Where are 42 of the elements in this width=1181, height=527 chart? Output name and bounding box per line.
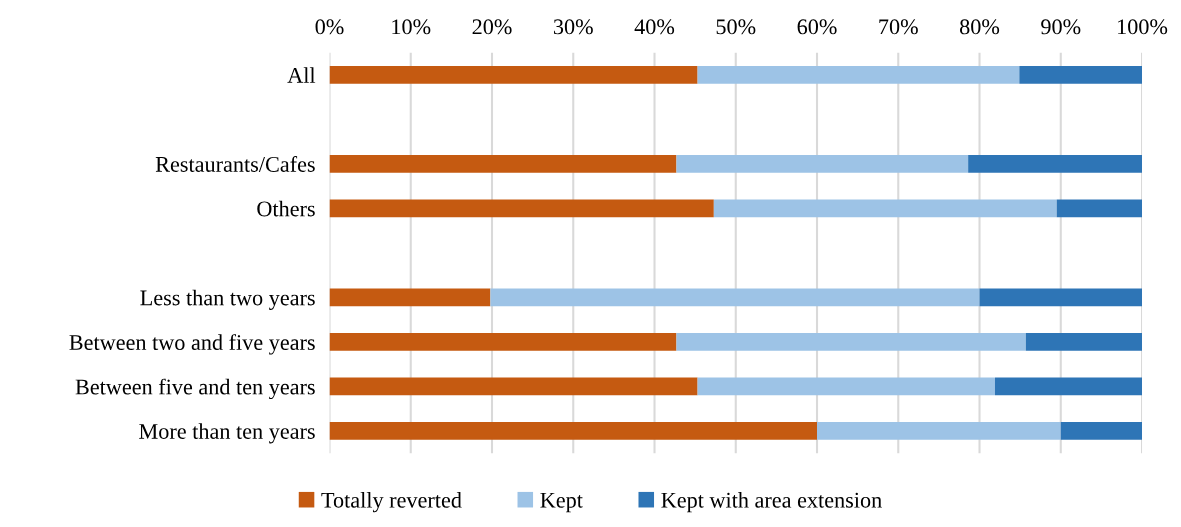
legend-label: Kept — [540, 492, 583, 513]
y-tick-label: More than ten years — [139, 423, 315, 444]
bar — [697, 377, 995, 396]
legend-label: Kept with area extension — [661, 492, 882, 513]
x-tick-label: 30% — [553, 19, 593, 35]
x-tick-label: 80% — [960, 19, 1000, 35]
bar — [968, 155, 1143, 173]
x-tick-label: 90% — [1041, 19, 1081, 35]
y-tick-label: Others — [257, 200, 315, 217]
x-tick-label: 50% — [716, 19, 756, 35]
x-tick-label: 100% — [1118, 19, 1168, 35]
bar — [1060, 422, 1143, 440]
bar — [1025, 333, 1143, 351]
bar — [1056, 199, 1143, 218]
y-tick-label: All — [287, 67, 316, 83]
x-tick-label: 0% — [315, 19, 344, 35]
bar — [994, 377, 1143, 396]
x-tick-label: 40% — [634, 19, 675, 35]
bar — [329, 333, 677, 351]
bar — [329, 288, 491, 307]
bar — [329, 377, 698, 396]
legend-label: Totally reverted — [321, 492, 462, 513]
x-tick-label: 20% — [472, 19, 512, 35]
bar — [329, 199, 714, 218]
y-tick-label: Restaurants/Cafes — [155, 156, 315, 172]
bar — [329, 422, 818, 440]
x-tick-label: 10% — [392, 19, 431, 35]
x-tick-label: 70% — [879, 19, 918, 35]
y-tick-label: Between five and ten years — [75, 378, 315, 400]
bar — [490, 288, 980, 307]
y-tick-label: Between two and five years — [69, 334, 315, 355]
bar — [676, 155, 969, 173]
bar — [1019, 66, 1143, 84]
bar — [329, 66, 698, 84]
bar — [676, 333, 1026, 351]
bar — [713, 199, 1057, 218]
y-tick-label: Less than two years — [140, 289, 315, 310]
bar — [979, 288, 1143, 307]
bar — [329, 155, 677, 173]
bar — [697, 66, 1020, 84]
bar — [817, 422, 1061, 440]
x-tick-label: 60% — [797, 19, 837, 35]
